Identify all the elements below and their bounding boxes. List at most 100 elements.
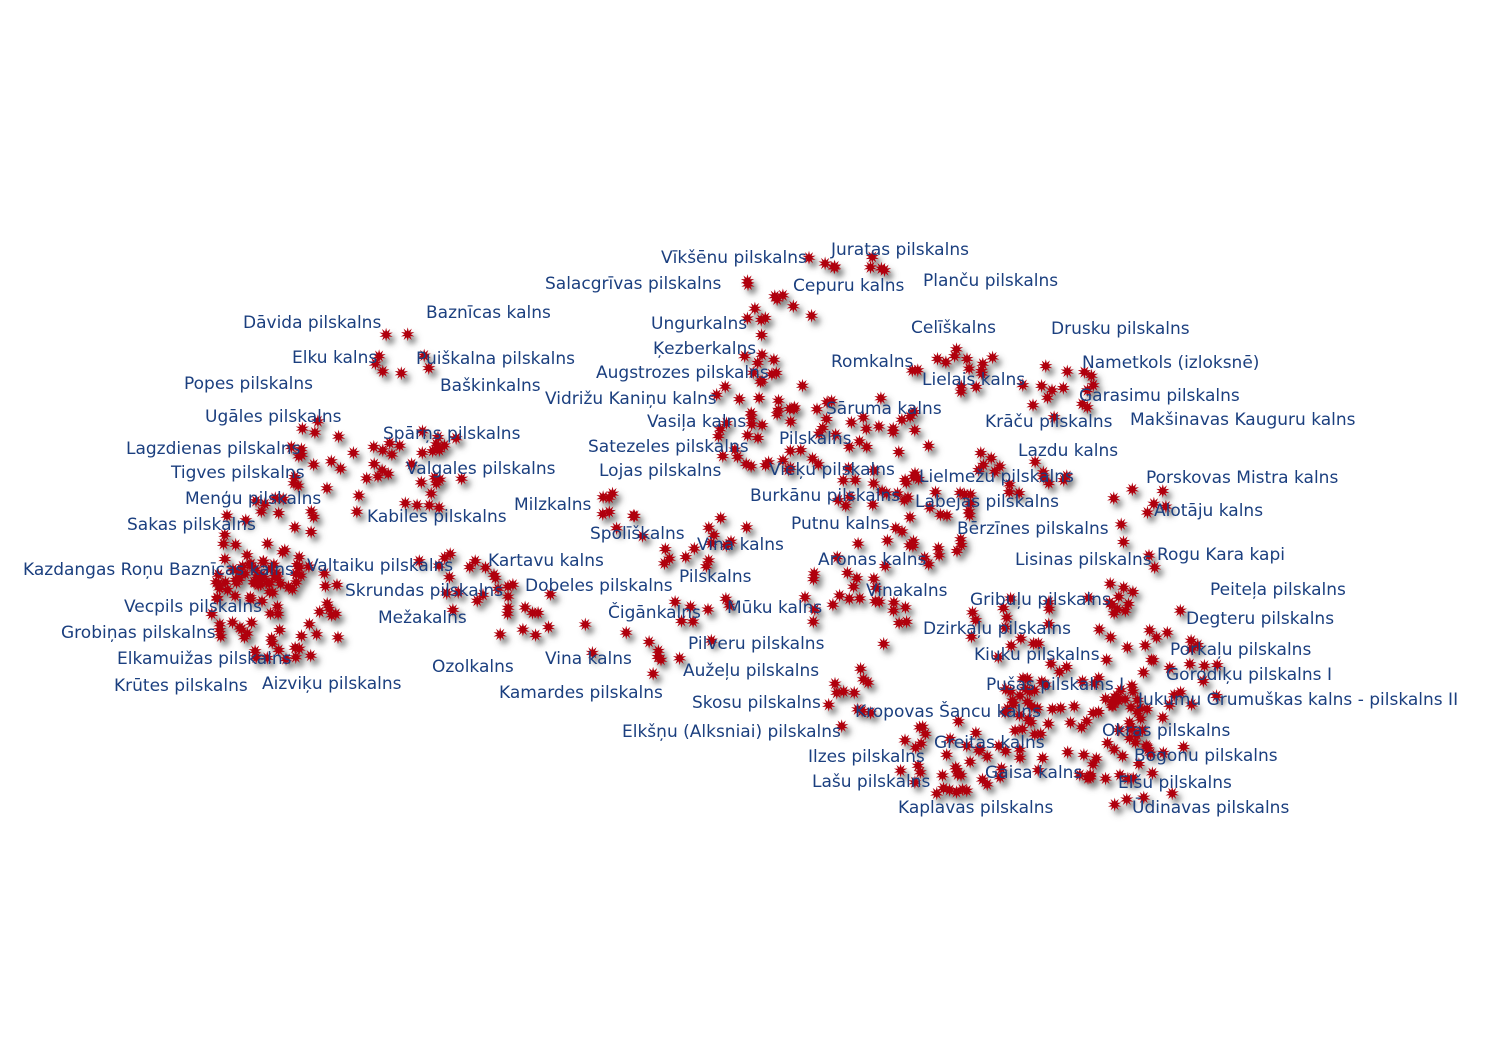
hillfort-marker-icon[interactable] [1002, 477, 1017, 492]
hillfort-marker-icon[interactable] [619, 625, 633, 640]
hillfort-marker-icon[interactable] [923, 500, 937, 515]
hillfort-marker-icon[interactable] [331, 630, 345, 645]
hillfort-marker-icon[interactable] [379, 327, 393, 342]
hillfort-marker-icon[interactable] [1028, 454, 1042, 469]
hillfort-marker-icon[interactable] [1184, 633, 1198, 648]
hillfort-marker-icon[interactable] [1091, 705, 1106, 719]
hillfort-marker-icon[interactable] [1120, 792, 1134, 807]
hillfort-marker-icon[interactable] [375, 463, 389, 478]
hillfort-marker-icon[interactable] [771, 393, 786, 408]
hillfort-marker-icon[interactable] [960, 738, 974, 753]
hillfort-marker-icon[interactable] [415, 424, 430, 439]
hillfort-marker-icon[interactable] [903, 510, 917, 525]
hillfort-marker-icon[interactable] [746, 365, 760, 380]
hillfort-marker-icon[interactable] [248, 562, 263, 577]
hillfort-marker-icon[interactable] [470, 593, 484, 608]
hillfort-marker-icon[interactable] [860, 440, 874, 454]
hillfort-marker-icon[interactable] [878, 559, 892, 573]
hillfort-marker-icon[interactable] [367, 439, 381, 454]
hillfort-marker-icon[interactable] [1130, 727, 1144, 742]
hillfort-marker-icon[interactable] [863, 260, 878, 275]
hillfort-marker-icon[interactable] [974, 446, 988, 460]
hillfort-marker-icon[interactable] [874, 391, 888, 406]
hillfort-marker-icon[interactable] [842, 591, 856, 606]
hillfort-marker-icon[interactable] [728, 442, 742, 457]
hillfort-marker-icon[interactable] [826, 597, 840, 612]
hillfort-marker-icon[interactable] [518, 600, 532, 615]
hillfort-marker-icon[interactable] [1013, 750, 1027, 765]
hillfort-marker-icon[interactable] [740, 311, 755, 326]
hillfort-marker-icon[interactable] [205, 607, 219, 621]
hillfort-marker-icon[interactable] [856, 410, 870, 425]
hillfort-marker-icon[interactable] [1197, 658, 1212, 673]
hillfort-marker-icon[interactable] [922, 557, 936, 572]
hillfort-marker-icon[interactable] [909, 740, 923, 755]
hillfort-marker-icon[interactable] [895, 524, 909, 539]
hillfort-marker-icon[interactable] [1056, 381, 1070, 395]
hillfort-marker-icon[interactable] [880, 533, 895, 548]
hillfort-marker-icon[interactable] [807, 566, 821, 581]
hillfort-marker-icon[interactable] [432, 558, 446, 573]
hillfort-marker-icon[interactable] [957, 487, 972, 502]
hillfort-marker-icon[interactable] [877, 263, 892, 278]
hillfort-marker-icon[interactable] [322, 601, 336, 616]
hillfort-marker-icon[interactable] [808, 602, 822, 617]
hillfort-marker-icon[interactable] [761, 455, 776, 470]
hillfort-marker-icon[interactable] [1012, 486, 1026, 501]
hillfort-marker-icon[interactable] [1118, 603, 1132, 618]
hillfort-marker-icon[interactable] [307, 457, 321, 472]
hillfort-marker-icon[interactable] [255, 594, 269, 609]
hillfort-marker-icon[interactable] [350, 504, 364, 519]
hillfort-marker-icon[interactable] [228, 588, 242, 603]
hillfort-marker-icon[interactable] [998, 620, 1012, 635]
hillfort-marker-icon[interactable] [271, 606, 285, 621]
hillfort-marker-icon[interactable] [943, 731, 957, 746]
hillfort-marker-icon[interactable] [1137, 790, 1151, 805]
hillfort-marker-icon[interactable] [1039, 359, 1053, 374]
hillfort-marker-icon[interactable] [1006, 697, 1021, 712]
hillfort-marker-icon[interactable] [291, 478, 305, 493]
hillfort-marker-icon[interactable] [218, 552, 232, 566]
hillfort-marker-icon[interactable] [744, 459, 758, 474]
hillfort-marker-icon[interactable] [832, 588, 847, 603]
hillfort-marker-icon[interactable] [1118, 692, 1132, 707]
hillfort-marker-icon[interactable] [433, 472, 447, 487]
hillfort-marker-icon[interactable] [294, 442, 309, 457]
hillfort-marker-icon[interactable] [1121, 596, 1136, 611]
hillfort-marker-icon[interactable] [1024, 715, 1038, 730]
hillfort-marker-icon[interactable] [1138, 638, 1152, 653]
hillfort-marker-icon[interactable] [828, 676, 842, 691]
hillfort-marker-icon[interactable] [985, 350, 1000, 365]
hillfort-marker-icon[interactable] [969, 613, 983, 628]
hillfort-marker-icon[interactable] [1028, 727, 1042, 742]
hillfort-marker-icon[interactable] [1012, 708, 1027, 723]
hillfort-marker-icon[interactable] [304, 504, 318, 519]
hillfort-marker-icon[interactable] [422, 361, 436, 376]
hillfort-marker-icon[interactable] [867, 476, 881, 491]
hillfort-marker-icon[interactable] [804, 308, 819, 323]
hillfort-marker-icon[interactable] [437, 438, 452, 453]
hillfort-marker-icon[interactable] [846, 579, 861, 594]
hillfort-marker-icon[interactable] [449, 431, 463, 446]
hillfort-marker-icon[interactable] [1026, 398, 1040, 413]
hillfort-marker-icon[interactable] [704, 536, 718, 550]
hillfort-marker-icon[interactable] [686, 614, 700, 629]
hillfort-marker-icon[interactable] [781, 462, 796, 477]
hillfort-marker-icon[interactable] [288, 470, 302, 484]
hillfort-marker-icon[interactable] [1159, 499, 1173, 514]
hillfort-marker-icon[interactable] [1098, 691, 1113, 706]
hillfort-marker-icon[interactable] [320, 481, 334, 496]
hillfort-marker-icon[interactable] [895, 412, 909, 427]
hillfort-marker-icon[interactable] [235, 559, 250, 574]
hillfort-marker-icon[interactable] [787, 400, 802, 415]
hillfort-marker-icon[interactable] [1026, 636, 1041, 651]
hillfort-marker-icon[interactable] [711, 429, 726, 444]
hillfort-marker-icon[interactable] [602, 490, 616, 505]
hillfort-marker-icon[interactable] [917, 550, 932, 565]
hillfort-marker-icon[interactable] [901, 490, 915, 505]
hillfort-marker-icon[interactable] [1112, 723, 1126, 738]
hillfort-marker-icon[interactable] [1116, 535, 1131, 549]
hillfort-marker-icon[interactable] [229, 537, 243, 552]
hillfort-marker-icon[interactable] [285, 582, 299, 597]
hillfort-marker-icon[interactable] [1063, 715, 1078, 730]
